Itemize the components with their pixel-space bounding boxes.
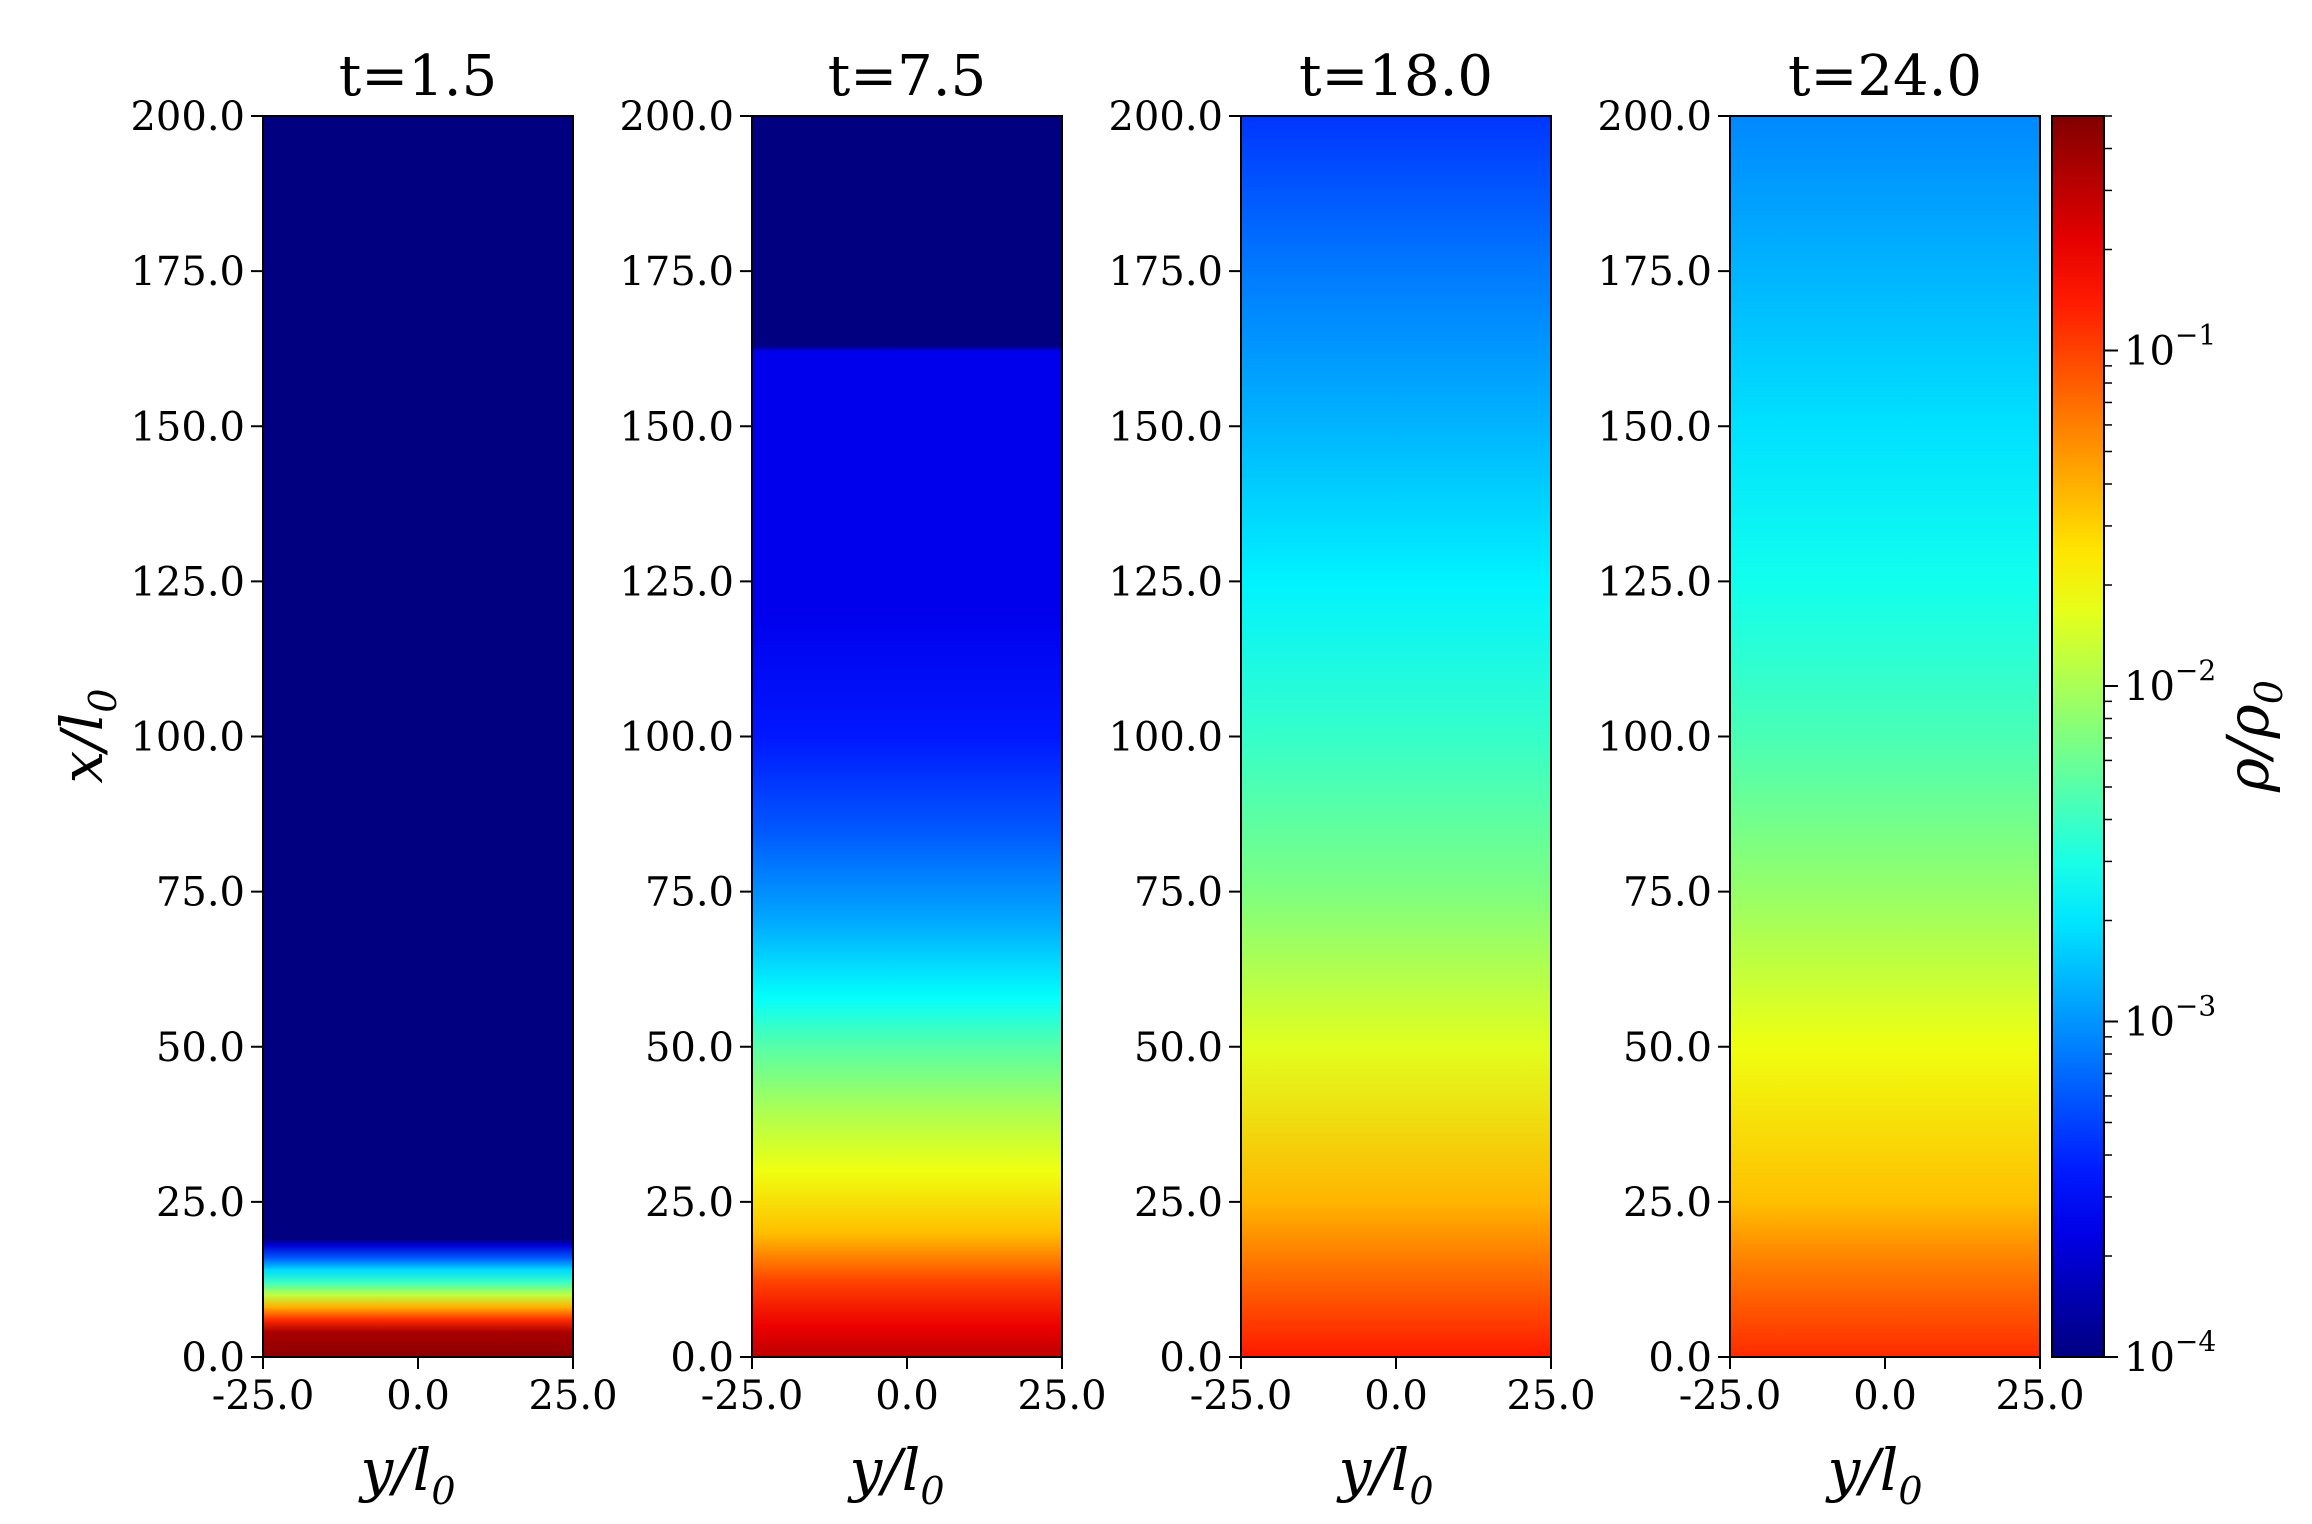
- panel-title: t=24.0: [1788, 44, 1982, 109]
- y-tick-label: 100.0: [130, 715, 245, 761]
- y-tick-label: 100.0: [1108, 715, 1223, 761]
- x-tick-label: 25.0: [1017, 1373, 1106, 1419]
- x-axis-label: y/l0: [1335, 1436, 1433, 1513]
- x-tick-label: 0.0: [875, 1373, 939, 1419]
- x-tick-label: -25.0: [1679, 1373, 1782, 1419]
- heatmap-panel-2: t=7.5 0.0 25.0 50.0 75.0 100.0 125.0 150.0 175.0…: [619, 44, 1106, 1513]
- heatmap-field: [263, 116, 573, 1357]
- y-tick-label: 75.0: [1134, 870, 1223, 916]
- panel-title: t=18.0: [1299, 44, 1493, 109]
- y-tick-label: 175.0: [130, 249, 245, 295]
- x-tick-label: 25.0: [528, 1373, 617, 1419]
- y-tick-label: 200.0: [1108, 94, 1223, 140]
- heatmap-panel-4: t=24.0 0.0 25.0 50.0 75.0 100.0 125.0 150.0 175.…: [1597, 44, 2084, 1513]
- y-tick-label: 75.0: [645, 870, 734, 916]
- y-tick-label: 0.0: [670, 1335, 734, 1381]
- x-tick-label: 25.0: [1995, 1373, 2084, 1419]
- y-tick-label: 25.0: [1623, 1180, 1712, 1226]
- colorbar: 10−4 10−3 10−2 10−1 ρ/ρ0: [2051, 115, 2291, 1381]
- x-tick-label: -25.0: [212, 1373, 315, 1419]
- y-tick-label: 150.0: [619, 404, 734, 450]
- y-tick-label: 25.0: [156, 1180, 245, 1226]
- colorbar-tick-label: 10−2: [2124, 654, 2216, 710]
- y-tick-label: 200.0: [1597, 94, 1712, 140]
- y-tick-label: 200.0: [619, 94, 734, 140]
- heatmap-field: [1730, 116, 2040, 1357]
- x-tick-label: -25.0: [1190, 1373, 1293, 1419]
- y-tick-label: 100.0: [619, 715, 734, 761]
- y-tick-label: 100.0: [1597, 715, 1712, 761]
- y-tick-label: 150.0: [130, 404, 245, 450]
- y-tick-label: 0.0: [1648, 1335, 1712, 1381]
- heatmap-panel-1: t=1.5 0.0 25.0 50.0 75.0 100.0 125.0 150.0 175.0…: [130, 44, 617, 1513]
- y-tick-label: 125.0: [130, 559, 245, 605]
- heatmap-field: [1241, 116, 1551, 1357]
- y-tick-label: 175.0: [1108, 249, 1223, 295]
- y-axis-label-text: x/l0: [48, 689, 125, 784]
- y-tick-label: 125.0: [619, 559, 734, 605]
- x-tick-label: 0.0: [1853, 1373, 1917, 1419]
- y-tick-label: 150.0: [1597, 404, 1712, 450]
- y-tick-label: 175.0: [619, 249, 734, 295]
- heatmap-panel-3: t=18.0 0.0 25.0 50.0 75.0 100.0 125.0 150.0 175.…: [1108, 44, 1595, 1513]
- y-tick-label: 25.0: [1134, 1180, 1223, 1226]
- y-tick-label: 50.0: [156, 1025, 245, 1071]
- y-tick-label: 75.0: [1623, 870, 1712, 916]
- x-axis-label: y/l0: [846, 1436, 944, 1513]
- colorbar-gradient: [2052, 116, 2104, 1357]
- y-tick-label: 50.0: [645, 1025, 734, 1071]
- colorbar-tick-label: 10−3: [2124, 990, 2216, 1046]
- colorbar-tick-label: 10−1: [2124, 319, 2216, 375]
- y-tick-label: 150.0: [1108, 404, 1223, 450]
- x-axis-label: y/l0: [357, 1436, 455, 1513]
- y-tick-label: 75.0: [156, 870, 245, 916]
- x-axis-label: y/l0: [1824, 1436, 1922, 1513]
- y-tick-label: 200.0: [130, 94, 245, 140]
- x-tick-label: 25.0: [1506, 1373, 1595, 1419]
- colorbar-tick-label: 10−4: [2124, 1325, 2216, 1381]
- y-tick-label: 175.0: [1597, 249, 1712, 295]
- x-tick-label: 0.0: [1364, 1373, 1428, 1419]
- y-tick-label: 50.0: [1134, 1025, 1223, 1071]
- y-tick-label: 125.0: [1108, 559, 1223, 605]
- panels-layer: t=1.5 0.0 25.0 50.0 75.0 100.0 125.0 150.0 175.0…: [130, 44, 2084, 1513]
- colorbar-label: ρ/ρ0: [2214, 680, 2291, 793]
- x-tick-label: 0.0: [386, 1373, 450, 1419]
- colorbar-frame: [2051, 115, 2105, 1358]
- y-tick-label: 25.0: [645, 1180, 734, 1226]
- y-tick-label: 0.0: [181, 1335, 245, 1381]
- panel-title: t=7.5: [828, 44, 986, 109]
- y-tick-label: 0.0: [1159, 1335, 1223, 1381]
- y-tick-label: 125.0: [1597, 559, 1712, 605]
- panel-title: t=1.5: [339, 44, 497, 109]
- x-tick-label: -25.0: [701, 1373, 804, 1419]
- heatmap-field: [752, 116, 1062, 1357]
- y-axis-label: x/l0: [48, 689, 125, 784]
- colorbar-label-text: ρ/ρ0: [2214, 680, 2291, 793]
- y-tick-label: 50.0: [1623, 1025, 1712, 1071]
